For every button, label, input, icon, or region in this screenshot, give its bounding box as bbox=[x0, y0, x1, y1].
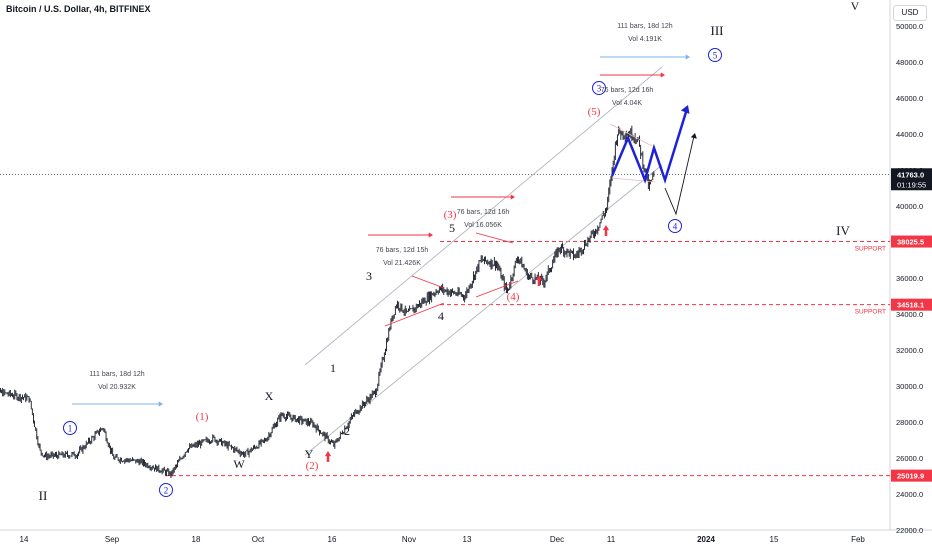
wave-circle bbox=[63, 421, 77, 435]
wave-label-circled: 5 bbox=[713, 51, 718, 61]
triangle-line bbox=[475, 232, 514, 244]
measure-range-arrow-head bbox=[428, 232, 433, 238]
grey-projection-arrowhead bbox=[690, 133, 697, 139]
price-tag-text: 34518.1 bbox=[897, 301, 924, 310]
time-tick-label: Feb bbox=[851, 535, 865, 544]
measure-volume-text: Vol 4.04K bbox=[612, 100, 642, 107]
wave-label-black: II bbox=[39, 488, 48, 503]
price-tag-bg bbox=[891, 469, 932, 482]
wave-circle bbox=[708, 48, 722, 62]
time-tick-label: 14 bbox=[20, 535, 29, 544]
time-tick-label: 16 bbox=[328, 535, 337, 544]
current-price-tag-text: 41763.0 bbox=[897, 170, 924, 179]
price-tick-label: 22000.0 bbox=[896, 526, 923, 535]
triangle-line bbox=[475, 280, 519, 298]
grey-projection-path bbox=[664, 135, 695, 216]
time-tick-label: 13 bbox=[463, 535, 472, 544]
wave-label-black: W bbox=[233, 457, 245, 471]
measure-range-arrow-head bbox=[660, 72, 665, 78]
wave-label-black: III bbox=[711, 23, 724, 38]
measure-text: 76 bars, 12d 16h bbox=[457, 209, 510, 216]
wave-label-black: IV bbox=[836, 223, 850, 238]
time-tick-label: Oct bbox=[252, 535, 265, 544]
measure-volume-text: Vol 16.056K bbox=[464, 222, 502, 229]
price-tick-label: 34000.0 bbox=[896, 310, 923, 319]
price-tick-label: 32000.0 bbox=[896, 346, 923, 355]
measure-text: 111 bars, 18d 12h bbox=[617, 23, 673, 30]
time-tick-label: 15 bbox=[770, 535, 779, 544]
chart-header-title: Bitcoin / U.S. Dollar, 4h, BITFINEX bbox=[6, 4, 151, 14]
time-tick-label: 2024 bbox=[697, 535, 715, 544]
wave-circle bbox=[668, 219, 682, 233]
wave-label-circled: 1 bbox=[68, 424, 73, 434]
measure-range-arrow-head bbox=[510, 194, 515, 200]
wedge-line bbox=[411, 275, 445, 289]
wave-label-black: Y bbox=[305, 447, 314, 461]
support-up-arrow-head bbox=[602, 225, 610, 231]
wave-label-black: V bbox=[851, 0, 860, 13]
wave-label-red: (4) bbox=[507, 291, 520, 303]
price-tick-label: 30000.0 bbox=[896, 382, 923, 391]
support-up-arrow-head bbox=[324, 451, 332, 457]
price-tick-label: 36000.0 bbox=[896, 274, 923, 283]
time-tick-label: 11 bbox=[607, 535, 616, 544]
projection-line bbox=[611, 177, 656, 183]
measure-range-arrow-head bbox=[685, 54, 690, 60]
wave-label-red: (2) bbox=[306, 460, 319, 472]
support-label: SUPPORT bbox=[855, 309, 886, 316]
time-tick-label: Dec bbox=[550, 535, 564, 544]
support-up-arrow-head bbox=[535, 275, 543, 281]
wave-label-black: 1 bbox=[330, 361, 336, 375]
wave-label-circled: 3 bbox=[597, 84, 602, 94]
blue-projection-arrowhead bbox=[680, 105, 690, 114]
price-tick-label: 24000.0 bbox=[896, 490, 923, 499]
measure-volume-text: Vol 20.932K bbox=[98, 384, 136, 391]
wave-label-black: X bbox=[265, 389, 274, 403]
time-tick-label: Sep bbox=[105, 535, 120, 544]
price-tag-text: 38025.5 bbox=[897, 238, 924, 247]
wave-label-circled: 2 bbox=[164, 486, 169, 496]
price-tag-text: 25019.9 bbox=[897, 472, 924, 481]
wave-label-red: (3) bbox=[444, 209, 457, 221]
measure-text: 76 bars, 12d 16h bbox=[601, 87, 654, 94]
wave-label-red: (1) bbox=[196, 411, 209, 423]
price-tick-label: 50000.0 bbox=[896, 22, 923, 31]
wave-circle bbox=[159, 483, 173, 497]
projection-line bbox=[609, 123, 653, 147]
price-tick-label: 26000.0 bbox=[896, 454, 923, 463]
price-tick-label: 40000.0 bbox=[896, 202, 923, 211]
price-tick-label: 28000.0 bbox=[896, 418, 923, 427]
measure-text: 111 bars, 18d 12h bbox=[89, 371, 145, 378]
wave-label-red: (5) bbox=[588, 106, 601, 118]
countdown-text: 01:19:55 bbox=[897, 180, 926, 189]
price-tick-label: 46000.0 bbox=[896, 94, 923, 103]
price-tick-label: 48000.0 bbox=[896, 58, 923, 67]
blue-projection-path bbox=[610, 111, 688, 185]
wave-label-black: 2 bbox=[344, 424, 350, 438]
time-tick-label: 18 bbox=[192, 535, 201, 544]
plot-area bbox=[0, 0, 890, 530]
measure-volume-text: Vol 21.426K bbox=[383, 260, 421, 267]
current-price-tag-bg bbox=[891, 168, 932, 191]
price-tick-label: 44000.0 bbox=[896, 130, 923, 139]
measure-range-arrow-head bbox=[158, 401, 163, 407]
wave-label-black: 5 bbox=[449, 221, 455, 235]
time-tick-label: Nov bbox=[402, 535, 416, 544]
wedge-line bbox=[384, 302, 445, 327]
wave-circle bbox=[592, 81, 606, 95]
measure-volume-text: Vol 4.191K bbox=[628, 36, 662, 43]
price-tag-bg bbox=[891, 298, 932, 311]
wave-label-black: 4 bbox=[438, 309, 444, 323]
wave-label-black: 3 bbox=[366, 269, 372, 283]
support-label: SUPPORT bbox=[855, 246, 886, 253]
channel-upper-line bbox=[304, 66, 663, 366]
measure-text: 76 bars, 12d 15h bbox=[376, 247, 429, 254]
currency-button[interactable]: USD bbox=[893, 5, 927, 21]
price-tag-bg bbox=[891, 235, 932, 248]
wave-label-circled: 4 bbox=[673, 222, 678, 232]
